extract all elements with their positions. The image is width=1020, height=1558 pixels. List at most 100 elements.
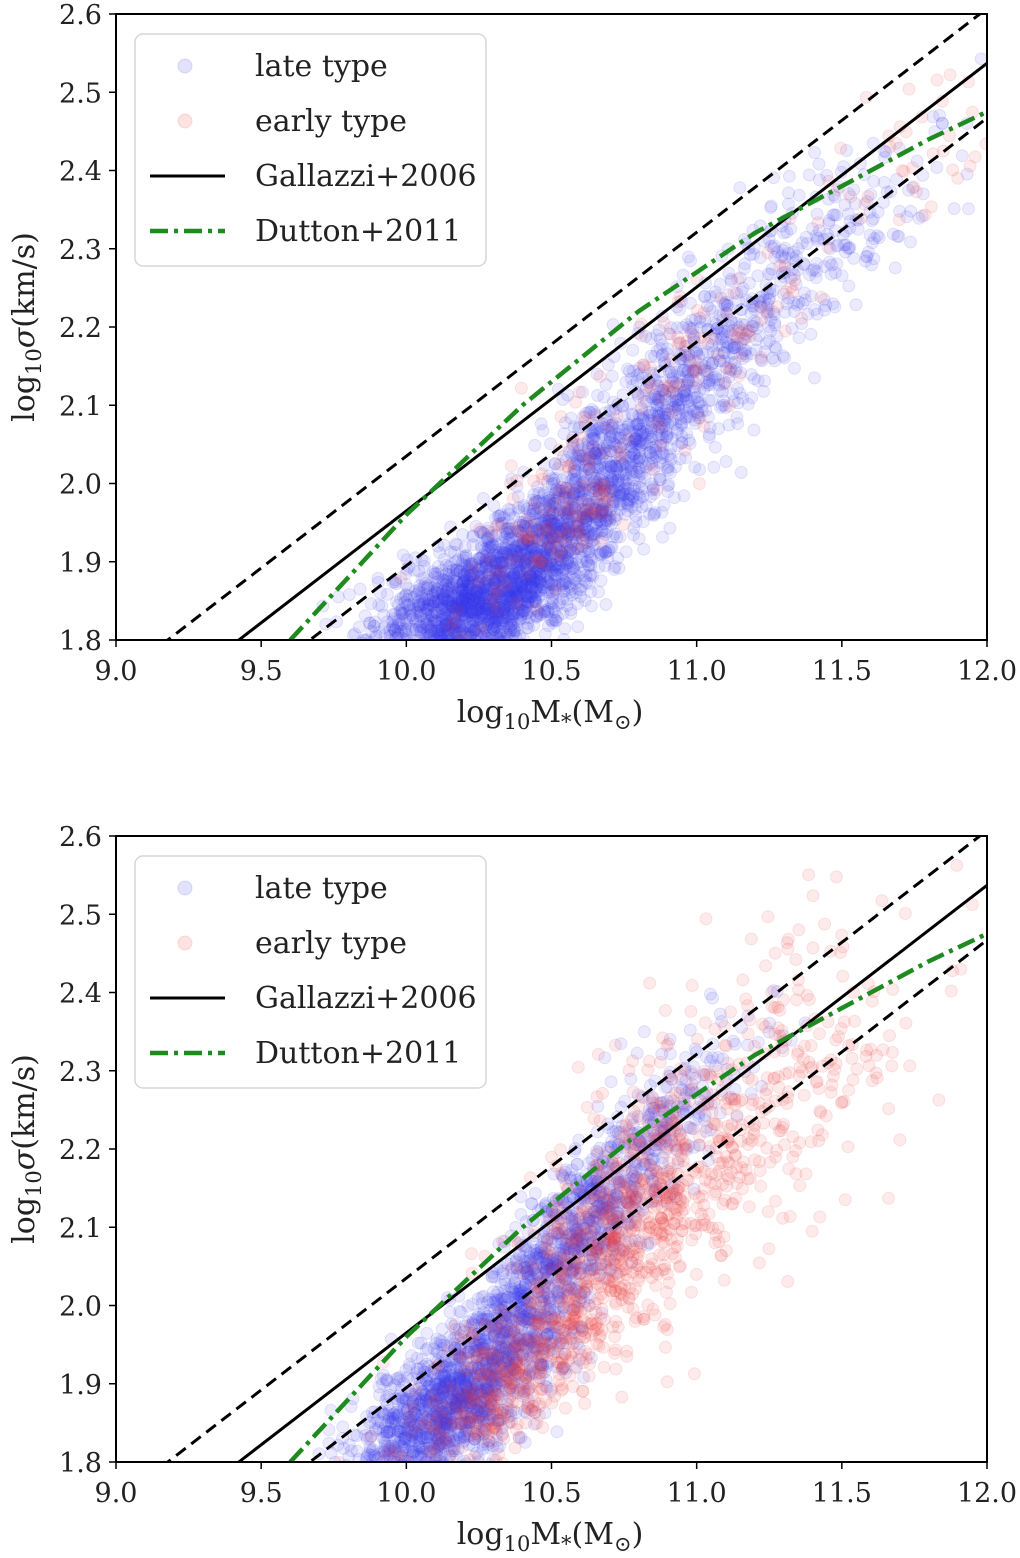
late-type-point [482, 568, 496, 582]
late-type-point [437, 599, 451, 613]
late-type-point [422, 620, 436, 634]
late-type-point [511, 532, 524, 546]
late-type-point [466, 575, 480, 589]
late-type-point [433, 628, 447, 640]
late-type-point [426, 588, 440, 602]
late-type-point [489, 577, 503, 591]
late-type-point [401, 622, 415, 636]
y-tick-label: 2.6 [59, 0, 102, 31]
late-type-point [379, 1373, 393, 1387]
late-type-point [568, 573, 582, 586]
late-type-point [389, 643, 401, 655]
late-type-point [516, 632, 530, 640]
late-type-point [627, 528, 640, 542]
late-type-point [514, 579, 528, 593]
late-type-point [453, 585, 467, 599]
scatter-points [316, 52, 987, 655]
late-type-point [476, 596, 490, 610]
late-type-point [490, 558, 504, 571]
late-type-point [498, 634, 512, 640]
late-type-point [466, 605, 480, 619]
late-type-point [373, 625, 386, 639]
late-type-point [550, 1425, 564, 1439]
late-type-point [575, 510, 589, 524]
late-type-point [520, 607, 534, 621]
late-type-point [419, 600, 433, 614]
late-type-point [496, 579, 510, 592]
late-type-point [484, 605, 498, 619]
late-type-point [369, 631, 382, 640]
late-type-point [497, 565, 511, 579]
late-type-point [481, 544, 494, 558]
late-type-point [445, 579, 459, 593]
late-type-point [563, 543, 577, 557]
late-type-point [498, 600, 512, 614]
late-type-point [482, 599, 496, 613]
early-type-point [814, 290, 828, 304]
late-type-point [397, 590, 410, 604]
late-type-point [455, 592, 469, 606]
late-type-point [401, 634, 415, 640]
late-type-point [488, 577, 502, 591]
late-type-point [473, 570, 487, 583]
late-type-point [430, 627, 444, 640]
late-type-point [481, 539, 495, 553]
late-type-point [456, 625, 470, 638]
legend-marker-late [177, 58, 193, 74]
late-type-point [472, 552, 486, 565]
y-tick-label: 2.0 [59, 470, 102, 501]
late-type-point [436, 592, 450, 605]
late-type-point [479, 576, 493, 590]
late-type-point [500, 585, 514, 599]
late-type-point [377, 608, 391, 622]
late-type-point [569, 576, 583, 590]
late-type-point [471, 603, 485, 617]
late-type-point [409, 623, 423, 637]
late-type-point [496, 614, 510, 628]
late-type-point [436, 634, 450, 640]
late-type-point [538, 603, 552, 617]
late-type-point [449, 607, 463, 621]
late-type-point [445, 557, 458, 571]
late-type-point [635, 500, 649, 514]
late-type-point [498, 530, 512, 544]
late-type-point [444, 545, 458, 559]
late-type-point [451, 588, 465, 602]
late-type-point [411, 595, 425, 609]
late-type-point [520, 590, 534, 604]
late-type-point [564, 603, 578, 617]
early-type-point [834, 141, 848, 155]
early-type-point [456, 631, 470, 640]
late-type-point [498, 586, 512, 600]
late-type-point [510, 623, 524, 637]
late-type-point [447, 606, 461, 620]
late-type-point [514, 515, 528, 529]
late-type-point [441, 571, 455, 585]
late-type-point [383, 633, 397, 640]
late-type-point [546, 564, 559, 578]
late-type-point [530, 585, 544, 599]
late-type-point [493, 600, 507, 614]
late-type-point [782, 197, 795, 211]
late-type-point [605, 540, 619, 554]
late-type-point [479, 549, 493, 563]
late-type-point [431, 595, 445, 609]
late-type-point [584, 585, 598, 599]
late-type-point [483, 541, 497, 554]
late-type-point [515, 588, 529, 602]
late-type-point [505, 543, 519, 557]
early-type-point [909, 185, 923, 199]
late-type-point [450, 631, 464, 640]
late-type-point [439, 618, 453, 632]
late-type-point [468, 608, 482, 622]
late-type-point [456, 589, 470, 603]
early-type-point [490, 602, 504, 616]
late-type-point [434, 1464, 446, 1476]
late-type-point [499, 625, 513, 639]
early-type-point [520, 567, 534, 580]
late-type-point [488, 573, 502, 587]
late-type-point [480, 631, 494, 640]
late-type-point [497, 602, 511, 616]
late-type-point [479, 602, 493, 616]
late-type-point [348, 1468, 360, 1480]
